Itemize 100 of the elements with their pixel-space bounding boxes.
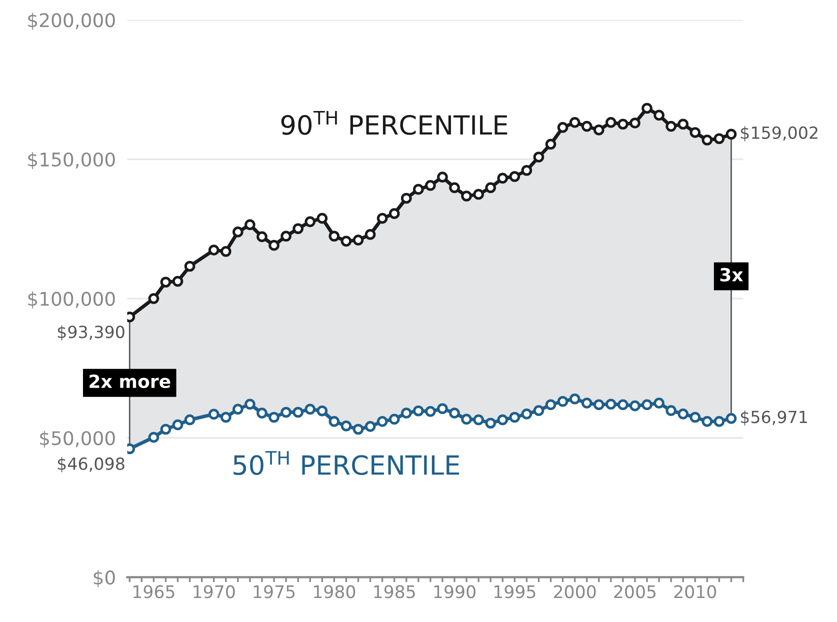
data-label: $159,002: [740, 126, 818, 142]
point: [605, 117, 616, 128]
x-tick-label: 1970: [194, 585, 235, 598]
point: [208, 244, 220, 256]
point: [630, 118, 640, 128]
point: [690, 127, 701, 138]
point: [593, 124, 604, 136]
point: [388, 208, 400, 219]
point: [593, 399, 604, 410]
point: [533, 152, 544, 162]
point: [184, 260, 196, 272]
point: [569, 393, 580, 404]
point: [497, 414, 508, 426]
x-tick-label: 2000: [554, 585, 596, 598]
point: [364, 421, 376, 432]
point: [618, 118, 628, 130]
point: [581, 120, 592, 132]
point: [425, 180, 436, 191]
point: [340, 420, 352, 432]
point: [292, 223, 304, 234]
point: [569, 117, 580, 128]
point: [172, 276, 184, 287]
point: [654, 110, 664, 121]
point: [400, 192, 412, 204]
point: [148, 293, 160, 304]
point: [437, 403, 448, 414]
series-label: 50$^{TH}$ PERCENTILE: [234, 451, 460, 476]
x-tick-label: 1980: [314, 585, 356, 598]
point: [148, 432, 160, 443]
point: [714, 133, 725, 144]
data-label: $56,971: [740, 410, 807, 426]
point: [208, 408, 220, 420]
point: [220, 412, 232, 423]
point: [256, 408, 268, 419]
point: [244, 219, 256, 230]
data-label: $93,390: [58, 325, 124, 340]
point: [521, 164, 532, 176]
y-tick-label: $0: [94, 570, 115, 588]
point: [618, 399, 628, 410]
point: [726, 128, 737, 140]
point: [642, 102, 652, 114]
point: [232, 226, 244, 238]
point: [412, 184, 424, 195]
point: [461, 414, 472, 425]
point: [485, 418, 496, 429]
point: [388, 414, 400, 425]
x-tick-label: 1990: [434, 585, 476, 598]
point: [557, 122, 568, 133]
point: [714, 416, 725, 427]
point: [654, 398, 664, 408]
y-tick-label: $150,000: [28, 152, 115, 170]
point: [232, 404, 244, 415]
series-label: 90$^{TH}$ PERCENTILE: [281, 110, 508, 135]
point: [557, 396, 568, 407]
x-tick-label: 1995: [494, 585, 536, 598]
point: [473, 414, 484, 426]
point: [666, 120, 676, 132]
point: [400, 408, 412, 419]
point: [376, 416, 388, 427]
y-tick-label: $100,000: [28, 291, 115, 308]
point: [425, 406, 436, 417]
point: [630, 400, 640, 412]
data-label: $46,098: [58, 457, 124, 472]
point: [160, 276, 172, 288]
annotation: 2x more: [90, 374, 170, 388]
point: [521, 408, 532, 420]
point: [545, 399, 556, 410]
annotation: 3x: [720, 268, 744, 282]
point: [220, 246, 232, 257]
point: [497, 172, 508, 184]
point: [268, 412, 280, 423]
point: [666, 405, 676, 416]
point: [545, 138, 556, 150]
point: [304, 404, 316, 415]
point: [352, 424, 364, 435]
x-tick-label: 1985: [374, 585, 415, 598]
point: [473, 188, 484, 200]
point: [642, 399, 652, 410]
point: [726, 413, 737, 424]
point: [352, 234, 364, 246]
x-tick-label: 1965: [134, 585, 174, 598]
point: [256, 231, 268, 242]
point: [461, 190, 472, 202]
point: [605, 398, 616, 410]
point: [340, 236, 352, 247]
point: [485, 182, 496, 194]
point: [509, 412, 520, 423]
x-tick-label: 2010: [674, 585, 716, 598]
point: [702, 416, 713, 427]
point: [244, 398, 256, 410]
point: [533, 405, 544, 416]
point: [581, 398, 592, 408]
point: [690, 412, 701, 423]
point: [316, 405, 328, 416]
point: [678, 118, 689, 130]
x-tick-label: 2005: [614, 585, 656, 598]
point: [678, 408, 689, 420]
point: [509, 171, 520, 182]
point: [702, 134, 713, 146]
point: [316, 212, 328, 224]
